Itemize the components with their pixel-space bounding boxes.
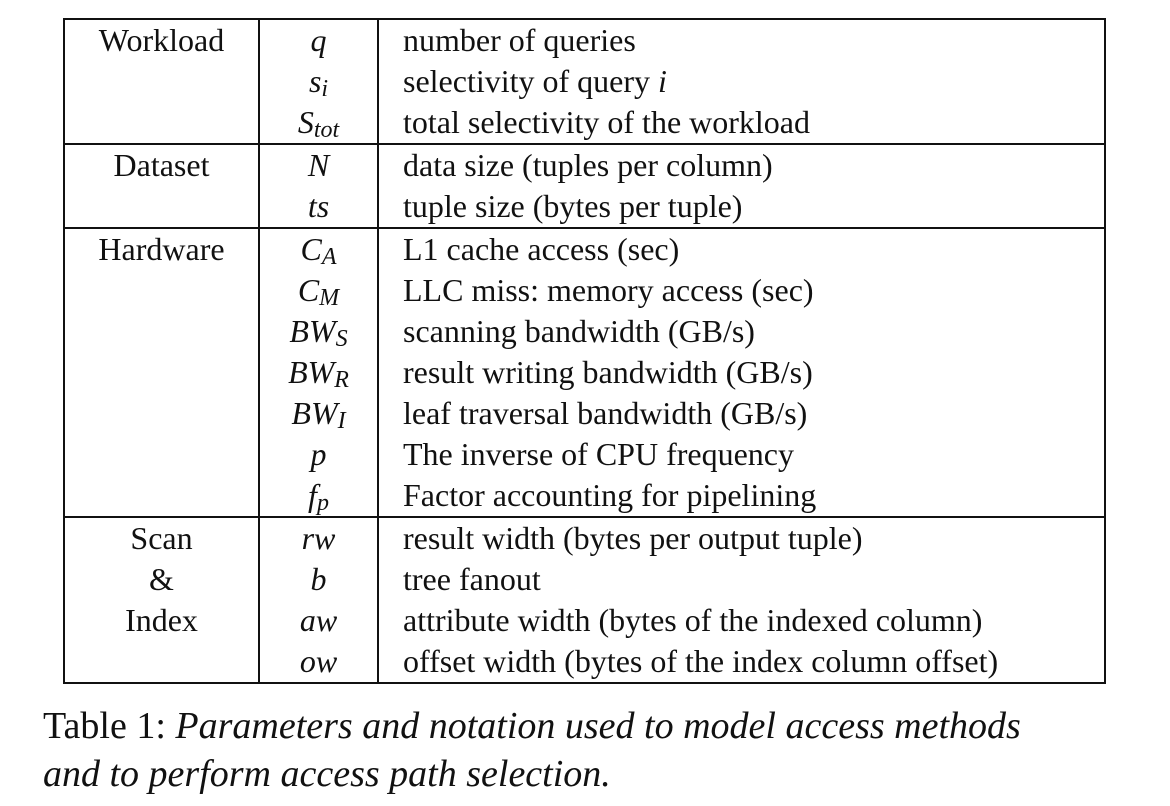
table-row: & b tree fanout: [64, 559, 1105, 600]
description-text: selectivity of query: [403, 63, 659, 99]
symbol: rw: [301, 520, 336, 556]
symbol-subscript: S: [335, 326, 348, 352]
caption-text-line1: Parameters and notation used to model ac…: [175, 705, 1021, 747]
table-row: Workload q number of queries: [64, 19, 1105, 61]
category-label-line: &: [149, 561, 174, 597]
description-cell: number of queries: [403, 22, 636, 58]
symbol: p: [310, 436, 327, 472]
description-cell: data size (tuples per column): [378, 143, 1105, 186]
description-cell: LLC miss: memory access (sec): [403, 272, 814, 308]
description-cell: L1 cache access (sec): [378, 227, 1105, 270]
symbol-subscript: I: [337, 408, 346, 434]
table-row: ow offset width (bytes of the index colu…: [64, 641, 1105, 683]
symbol-cell: CM: [258, 270, 379, 311]
symbol: f: [308, 477, 317, 513]
symbol-cell: si: [258, 61, 379, 102]
symbol: ts: [307, 188, 330, 224]
symbol: BW: [288, 354, 335, 390]
description-cell: offset width (bytes of the index column …: [403, 643, 999, 679]
symbol: b: [310, 561, 327, 597]
description-cell: result writing bandwidth (GB/s): [403, 354, 813, 390]
symbol-cell: Stot: [258, 102, 379, 144]
symbol-cell: aw: [258, 600, 379, 641]
category-label: Hardware: [64, 227, 259, 270]
table-row: p The inverse of CPU frequency: [64, 434, 1105, 475]
symbol: S: [297, 104, 314, 140]
category-label-line: Scan: [64, 516, 259, 559]
table-row: BWR result writing bandwidth (GB/s): [64, 352, 1105, 393]
symbol-cell: BWI: [258, 393, 379, 434]
symbol-subscript: p: [316, 490, 329, 516]
symbol-cell: ow: [258, 641, 379, 683]
table-row: CM LLC miss: memory access (sec): [64, 270, 1105, 311]
description-italic: i: [658, 63, 667, 99]
symbol-cell: BWS: [258, 311, 379, 352]
symbol-cell: p: [258, 434, 379, 475]
description-cell: attribute width (bytes of the indexed co…: [403, 602, 983, 638]
symbol-cell: b: [258, 559, 379, 600]
symbol-cell: BWR: [258, 352, 379, 393]
symbol: C: [300, 231, 322, 267]
symbol: N: [307, 147, 330, 183]
description-cell: tree fanout: [403, 561, 541, 597]
description-cell: scanning bandwidth (GB/s): [403, 313, 755, 349]
description-cell: Factor accounting for pipelining: [403, 477, 817, 513]
category-label-line: Index: [125, 602, 198, 638]
symbol: ow: [299, 643, 338, 679]
caption-text-line2: and to perform access path selection.: [43, 753, 611, 795]
group-workload: Workload q number of queries si selectiv…: [64, 19, 1105, 144]
symbol-subscript: i: [321, 76, 329, 102]
symbol-subscript: R: [334, 367, 349, 393]
description-cell: total selectivity of the workload: [403, 104, 810, 140]
symbol: BW: [289, 313, 336, 349]
category-label: Workload: [98, 22, 225, 58]
description-cell: selectivity of query i: [378, 61, 1105, 102]
symbol: q: [310, 22, 327, 58]
symbol-cell: ts: [258, 186, 379, 228]
symbol: aw: [299, 602, 338, 638]
table-caption: Table 1: Parameters and notation used to…: [43, 702, 1143, 798]
table-row: Scan rw result width (bytes per output t…: [64, 516, 1105, 559]
description-cell: leaf traversal bandwidth (GB/s): [403, 395, 808, 431]
symbol-cell: CA: [258, 227, 379, 270]
group-scan-index: Scan rw result width (bytes per output t…: [64, 516, 1105, 683]
table-row: Stot total selectivity of the workload: [64, 102, 1105, 144]
group-hardware: Hardware CA L1 cache access (sec) CM LLC…: [64, 227, 1105, 517]
table-row: Hardware CA L1 cache access (sec): [64, 227, 1105, 270]
description-cell: result width (bytes per output tuple): [378, 516, 1105, 559]
symbol: s: [308, 63, 322, 99]
table-row: BWS scanning bandwidth (GB/s): [64, 311, 1105, 352]
table-row: fp Factor accounting for pipelining: [64, 475, 1105, 517]
table-row: ts tuple size (bytes per tuple): [64, 186, 1105, 228]
table-row: si selectivity of query i: [64, 61, 1105, 102]
table-row: Index aw attribute width (bytes of the i…: [64, 600, 1105, 641]
description-cell: The inverse of CPU frequency: [403, 436, 794, 472]
symbol-subscript: M: [319, 285, 340, 311]
category-label: Dataset: [64, 143, 259, 186]
symbol-subscript: A: [321, 244, 337, 270]
symbol-subscript: tot: [313, 117, 340, 143]
symbol-cell: fp: [258, 475, 379, 517]
parameters-table: Workload q number of queries si selectiv…: [63, 18, 1106, 684]
group-dataset: Dataset N data size (tuples per column) …: [64, 143, 1105, 228]
symbol: C: [297, 272, 320, 308]
table-row: BWI leaf traversal bandwidth (GB/s): [64, 393, 1105, 434]
table-row: Dataset N data size (tuples per column): [64, 143, 1105, 186]
symbol-cell: q: [258, 19, 379, 61]
symbol-cell: N: [258, 143, 379, 186]
caption-label: Table 1:: [43, 705, 166, 747]
description-cell: tuple size (bytes per tuple): [403, 188, 743, 224]
symbol: BW: [291, 395, 338, 431]
symbol-cell: rw: [258, 516, 379, 559]
